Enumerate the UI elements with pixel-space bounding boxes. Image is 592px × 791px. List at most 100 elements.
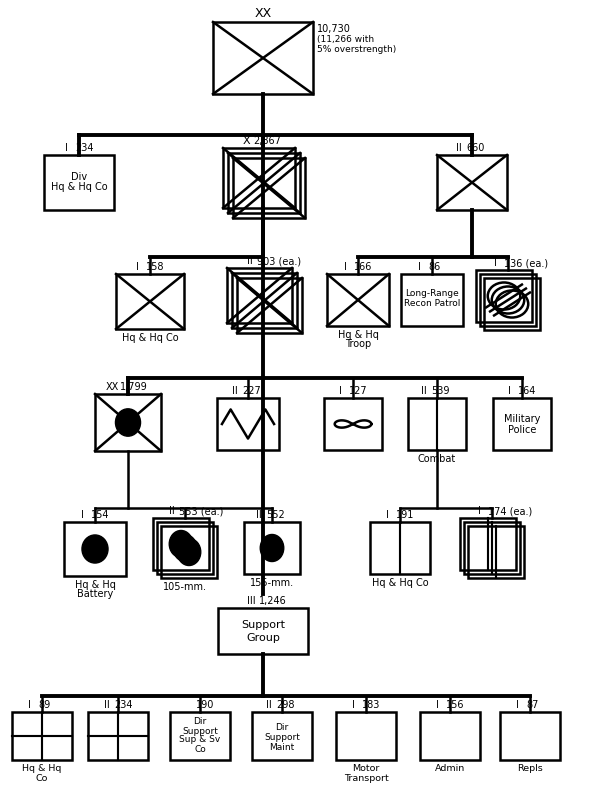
Ellipse shape bbox=[115, 409, 140, 436]
Text: Co: Co bbox=[36, 774, 48, 783]
Text: II: II bbox=[256, 510, 262, 520]
Bar bbox=[468, 526, 524, 578]
Text: Dir: Dir bbox=[275, 722, 289, 732]
Text: Maint: Maint bbox=[269, 743, 295, 751]
Bar bbox=[464, 522, 520, 574]
Text: 10,730: 10,730 bbox=[317, 24, 351, 34]
Ellipse shape bbox=[260, 535, 284, 562]
Text: II: II bbox=[247, 256, 253, 266]
Text: 105-mm.: 105-mm. bbox=[163, 582, 207, 592]
Text: 166: 166 bbox=[354, 262, 372, 272]
Text: XX: XX bbox=[106, 382, 119, 392]
Text: 158: 158 bbox=[146, 262, 165, 272]
Bar bbox=[252, 712, 312, 760]
Text: 136 (ea.): 136 (ea.) bbox=[504, 258, 548, 268]
Text: 539: 539 bbox=[431, 386, 449, 396]
Text: Transport: Transport bbox=[343, 774, 388, 783]
Text: Troop: Troop bbox=[345, 339, 371, 349]
Text: Support: Support bbox=[241, 620, 285, 630]
Text: Div: Div bbox=[71, 172, 87, 181]
Text: Sup & Sv: Sup & Sv bbox=[179, 736, 221, 744]
Text: X: X bbox=[243, 136, 250, 146]
Text: (11,266 with: (11,266 with bbox=[317, 35, 374, 44]
Bar bbox=[336, 712, 396, 760]
Text: II: II bbox=[232, 386, 238, 396]
Bar bbox=[476, 270, 532, 322]
Text: 183: 183 bbox=[362, 700, 381, 710]
Text: II: II bbox=[266, 700, 272, 710]
Bar bbox=[370, 522, 430, 574]
Bar bbox=[493, 398, 551, 450]
Text: 154: 154 bbox=[91, 510, 110, 520]
Text: II: II bbox=[421, 386, 427, 396]
Text: 553 (ea.): 553 (ea.) bbox=[179, 506, 223, 516]
Text: Support: Support bbox=[182, 726, 218, 736]
Bar bbox=[460, 518, 516, 570]
Bar bbox=[217, 398, 279, 450]
Bar bbox=[88, 712, 148, 760]
Text: 89: 89 bbox=[38, 700, 50, 710]
Ellipse shape bbox=[177, 539, 201, 566]
Bar bbox=[228, 153, 300, 213]
Text: I: I bbox=[436, 700, 439, 710]
Text: 234: 234 bbox=[75, 143, 94, 153]
Text: 191: 191 bbox=[396, 510, 414, 520]
Text: I: I bbox=[81, 510, 84, 520]
Ellipse shape bbox=[82, 535, 108, 563]
Bar bbox=[218, 608, 308, 654]
Text: I: I bbox=[494, 258, 497, 268]
Text: 660: 660 bbox=[466, 143, 484, 153]
Text: Hq & Hq: Hq & Hq bbox=[75, 580, 115, 590]
Bar bbox=[437, 155, 507, 210]
Bar bbox=[244, 522, 300, 574]
Text: 174 (ea.): 174 (ea.) bbox=[488, 506, 532, 516]
Bar bbox=[153, 518, 209, 570]
Text: Repls: Repls bbox=[517, 764, 543, 773]
Text: I: I bbox=[352, 700, 355, 710]
Ellipse shape bbox=[173, 535, 197, 562]
Text: Support: Support bbox=[264, 732, 300, 741]
Text: 156: 156 bbox=[446, 700, 465, 710]
Bar bbox=[170, 712, 230, 760]
Bar bbox=[116, 274, 184, 329]
Text: 86: 86 bbox=[428, 262, 440, 272]
Text: I: I bbox=[478, 506, 481, 516]
Bar bbox=[157, 522, 213, 574]
Bar bbox=[64, 522, 126, 576]
Bar bbox=[232, 273, 297, 328]
Text: Dir: Dir bbox=[194, 717, 207, 726]
Text: 552: 552 bbox=[266, 510, 285, 520]
Text: 87: 87 bbox=[526, 700, 538, 710]
Text: Hq & Hq Co: Hq & Hq Co bbox=[122, 333, 178, 343]
Text: Military: Military bbox=[504, 414, 540, 424]
Text: I: I bbox=[339, 386, 342, 396]
Bar bbox=[500, 712, 560, 760]
Text: I: I bbox=[508, 386, 511, 396]
Text: 164: 164 bbox=[518, 386, 536, 396]
Text: 127: 127 bbox=[349, 386, 368, 396]
Text: Group: Group bbox=[246, 633, 280, 643]
Text: Battery: Battery bbox=[77, 589, 113, 599]
Bar bbox=[327, 274, 389, 326]
Text: I: I bbox=[516, 700, 519, 710]
Bar bbox=[233, 158, 305, 218]
Text: 155-mm.: 155-mm. bbox=[250, 578, 294, 588]
Bar bbox=[223, 148, 295, 208]
Bar bbox=[44, 155, 114, 210]
Text: II: II bbox=[169, 506, 175, 516]
Text: 298: 298 bbox=[276, 700, 294, 710]
Text: II: II bbox=[104, 700, 110, 710]
Text: Admin: Admin bbox=[435, 764, 465, 773]
Text: Co: Co bbox=[194, 744, 206, 754]
Bar bbox=[401, 274, 463, 326]
Text: III: III bbox=[247, 596, 256, 606]
Text: 1,799: 1,799 bbox=[120, 382, 148, 392]
Bar bbox=[484, 278, 540, 330]
Bar bbox=[227, 268, 292, 323]
Text: Hq & Hq: Hq & Hq bbox=[22, 764, 62, 773]
Bar bbox=[480, 274, 536, 326]
Text: I: I bbox=[28, 700, 31, 710]
Text: Hq & Hq Co: Hq & Hq Co bbox=[51, 183, 107, 192]
Text: 2,867: 2,867 bbox=[253, 136, 281, 146]
Text: Recon Patrol: Recon Patrol bbox=[404, 300, 460, 308]
